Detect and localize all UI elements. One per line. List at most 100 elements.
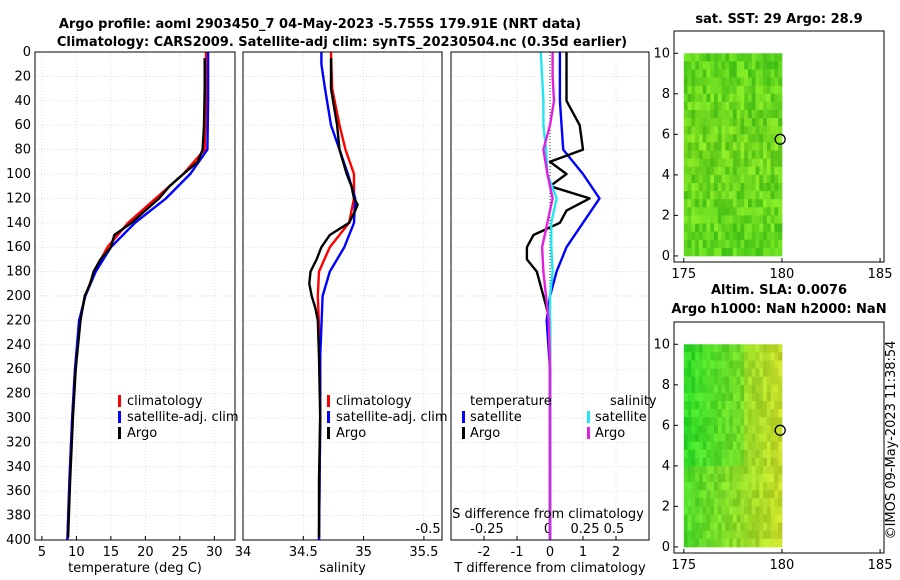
heatmap-cell [759, 150, 764, 160]
heatmap-cell [710, 417, 715, 426]
heatmap-cell [736, 101, 741, 111]
heatmap-cell [691, 344, 696, 353]
heatmap-cell [747, 530, 753, 540]
heatmap-cell [763, 352, 768, 361]
heatmap-cell [717, 498, 722, 507]
heatmap-cell [778, 77, 783, 87]
depth-tick-label: 360 [6, 484, 31, 499]
heatmap-cell [729, 61, 734, 70]
heatmap-cell [691, 126, 696, 135]
heatmap-cell [759, 101, 764, 111]
heatmap-cell [747, 506, 753, 515]
heatmap-cell [736, 158, 741, 168]
heatmap-cell [770, 522, 775, 532]
heatmap-cell [751, 457, 756, 467]
heatmap-cell [770, 231, 775, 241]
heatmap-cell [732, 61, 738, 70]
heatmap-cell [774, 530, 779, 540]
heatmap-cell [778, 223, 783, 233]
heatmap-cell [710, 110, 715, 119]
heatmap-cell [736, 490, 741, 499]
legend-swatch-climatology [327, 395, 330, 407]
heatmap-cell [766, 401, 772, 410]
heatmap-cell [736, 223, 741, 233]
heatmap-cell [732, 77, 738, 87]
heatmap-cell [714, 449, 719, 459]
heatmap-cell [759, 215, 764, 224]
heatmap-cell [770, 69, 775, 79]
heatmap-cell [691, 465, 696, 475]
x-tick-label: -2 [478, 545, 491, 560]
heatmap-cell [687, 376, 692, 386]
heatmap-cell [744, 473, 749, 483]
heatmap-cell [736, 182, 741, 192]
heatmap-cell [766, 522, 772, 532]
heatmap-cell [725, 514, 730, 524]
heatmap-cell [770, 490, 775, 499]
heatmap-cell [729, 376, 734, 386]
heatmap-cell [751, 142, 756, 151]
heatmap-cell [774, 490, 779, 499]
heatmap-cell [729, 514, 734, 524]
heatmap-cell [751, 61, 756, 70]
heatmap-cell [725, 77, 730, 87]
heatmap-cell [706, 142, 711, 151]
heatmap-cell [736, 150, 741, 160]
heatmap-cell [766, 457, 772, 467]
heatmap-cell [747, 61, 753, 70]
heatmap-cell [729, 538, 734, 548]
heatmap-cell [710, 490, 715, 499]
heatmap-cell [770, 449, 775, 459]
heatmap-cell [751, 498, 756, 507]
heatmap-cell [740, 384, 745, 394]
heatmap-cell [763, 384, 768, 394]
heatmap-cell [766, 417, 772, 426]
x-tick-label: 35 [355, 545, 372, 560]
heatmap-cell [691, 134, 696, 143]
heatmap-cell [691, 110, 696, 119]
heatmap-cell [778, 231, 783, 241]
heatmap-cell [729, 433, 734, 442]
heatmap-cell [717, 85, 722, 95]
heatmap-cell [695, 126, 700, 135]
heatmap-cell [698, 360, 704, 370]
heatmap-cell [714, 101, 719, 111]
heatmap-cell [695, 392, 700, 402]
heatmap-cell [695, 101, 700, 111]
heatmap-cell [721, 360, 726, 370]
heatmap-cell [740, 344, 745, 353]
heatmap-cell [714, 166, 719, 176]
heatmap-cell [763, 207, 768, 216]
heatmap-cell [766, 61, 772, 70]
heatmap-cell [751, 538, 756, 548]
x-tick-label: 20 [137, 545, 154, 560]
heatmap-cell [751, 85, 756, 95]
heatmap-cell [698, 344, 704, 353]
heatmap-cell [744, 199, 749, 208]
heatmap-cell [691, 158, 696, 168]
heatmap-cell [732, 352, 738, 361]
legend-swatch-argo [327, 427, 330, 439]
heatmap-cell [740, 401, 745, 410]
heatmap-cell [729, 166, 734, 176]
heatmap-cell [710, 85, 715, 95]
heatmap-cell [691, 215, 696, 224]
heatmap-cell [710, 514, 715, 524]
heatmap-cell [725, 110, 730, 119]
heatmap-cell [755, 441, 760, 451]
heatmap-cell [747, 465, 753, 475]
heatmap-cell [706, 150, 711, 160]
heatmap-cell [691, 191, 696, 200]
heatmap-cell [736, 199, 741, 208]
heatmap-cell [695, 191, 700, 200]
heatmap-cell [751, 417, 756, 426]
heatmap-cell [698, 199, 704, 208]
heatmap-cell [732, 457, 738, 467]
heatmap-cell [744, 514, 749, 524]
heatmap-cell [721, 61, 726, 70]
heatmap-cell [736, 69, 741, 79]
heatmap-cell [774, 360, 779, 370]
heatmap-cell [691, 506, 696, 515]
heatmap-cell [706, 449, 711, 459]
heatmap-cell [763, 433, 768, 442]
